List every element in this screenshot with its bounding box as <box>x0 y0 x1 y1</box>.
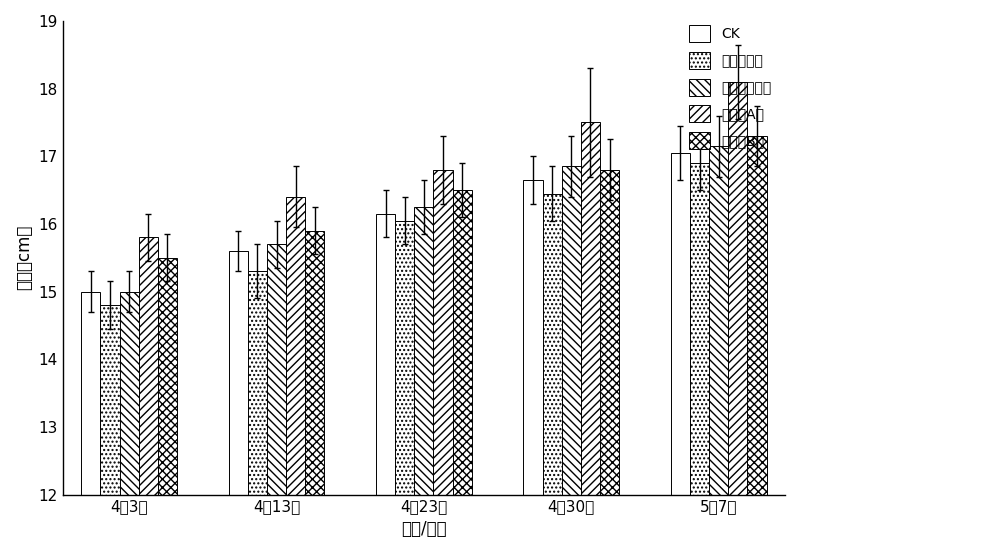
Bar <box>414 207 433 553</box>
Bar <box>139 237 158 553</box>
Bar <box>100 305 120 553</box>
Bar <box>453 190 472 553</box>
Bar <box>523 180 543 553</box>
Bar <box>543 194 562 553</box>
Bar <box>267 244 286 553</box>
Bar <box>120 291 139 553</box>
Bar <box>248 272 267 553</box>
Bar <box>81 291 100 553</box>
Bar <box>229 251 248 553</box>
Bar <box>690 163 709 553</box>
Bar <box>158 258 177 553</box>
Y-axis label: 冠幅（cm）: 冠幅（cm） <box>15 225 33 290</box>
Legend: CK, 短乳杆菌组, 植物乳杆菌组, 复合菌A组, 复合菌B组: CK, 短乳杆菌组, 植物乳杆菌组, 复合菌A组, 复合菌B组 <box>682 18 778 156</box>
Bar <box>581 122 600 553</box>
Bar <box>728 82 747 553</box>
Bar <box>709 146 728 553</box>
Bar <box>395 221 414 553</box>
Bar <box>747 136 767 553</box>
X-axis label: 日期/组别: 日期/组别 <box>401 520 447 538</box>
Bar <box>600 170 619 553</box>
Bar <box>433 170 453 553</box>
Bar <box>305 231 324 553</box>
Bar <box>376 214 395 553</box>
Bar <box>671 153 690 553</box>
Bar <box>286 197 305 553</box>
Bar <box>562 166 581 553</box>
